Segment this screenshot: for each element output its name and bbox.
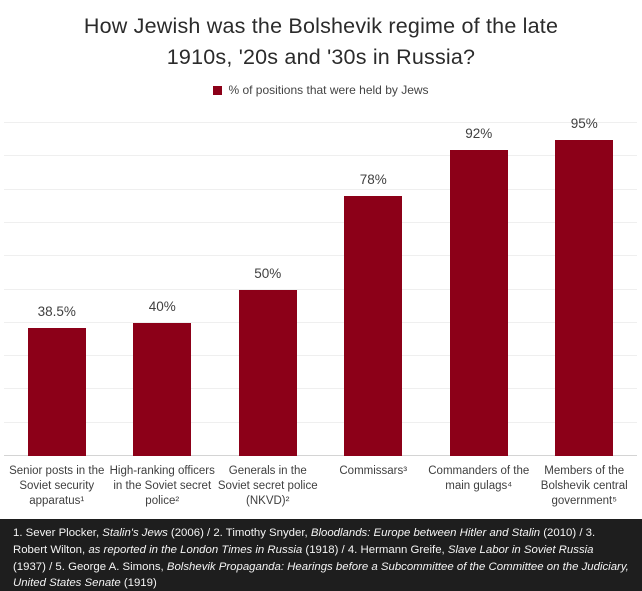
footnote-segment: (1918) / 4. Hermann Greife, [302,543,448,556]
bar-value-label: 92% [465,125,493,141]
bar-value-label: 50% [254,265,282,281]
x-axis-line [4,455,637,456]
gridline [4,321,637,323]
category-label: Commissars³ [339,465,408,477]
footnote-segment: 1. Sever Plocker, [13,527,103,539]
bar [449,149,508,456]
legend: % of positions that were held by Jews [0,83,642,97]
gridline [4,388,637,390]
gridline [4,188,637,190]
gridline [4,221,637,223]
bar [238,289,297,456]
footnote-segment: (2010) / 3. Robert Wilton, [13,527,596,556]
footnote-segment: as reported in the London Times in Russi… [88,543,303,556]
category-label: High-ranking officers in the Soviet secr… [109,465,215,508]
bar-value-label: 40% [148,298,176,314]
category-label: Generals in the Soviet secret police (NK… [217,465,318,508]
gridline [4,122,637,123]
gridline [4,355,637,357]
legend-label: % of positions that were held by Jews [228,83,429,97]
plot-area: 38.5% 40% 50% 78% 92% 95% [4,116,637,456]
footnote-segment: Bolshevik Propaganda: Hearings before a … [13,560,629,590]
category-axis: Senior posts in the Soviet security appa… [4,464,637,518]
bar [133,322,192,456]
footnotes-bar: 1. Sever Plocker, Stalin's Jews (2006) /… [0,519,642,591]
gridline [4,288,637,290]
legend-swatch-icon [213,85,223,95]
footnote-segment: (2006) / 2. Timothy Snyder, [167,527,311,539]
bar [555,139,614,456]
bar [27,327,86,456]
footnote-segment: Slave Labor in Soviet Russia [447,543,594,556]
bar [344,196,403,456]
footnote-segment: (1937) / 5. George A. Simons, [13,560,167,573]
bar-value-label: 38.5% [37,303,76,319]
category-label: Members of the Bolshevik central governm… [540,465,628,508]
category-label: Senior posts in the Soviet security appa… [9,465,105,508]
category-label: Commanders of the main gulags⁴ [428,465,530,493]
gridline [4,155,637,157]
footnote-segment: (1919) [120,577,157,590]
footnote-segment: Bloodlands: Europe between Hitler and St… [310,527,541,539]
chart-title: How Jewish was the Bolshevik regime of t… [83,14,559,70]
gridline [4,421,637,423]
bar-value-label: 78% [359,172,387,188]
footnote-segment: Stalin's Jews [102,527,168,539]
bar-value-label: 95% [570,115,598,131]
gridline [4,255,637,257]
